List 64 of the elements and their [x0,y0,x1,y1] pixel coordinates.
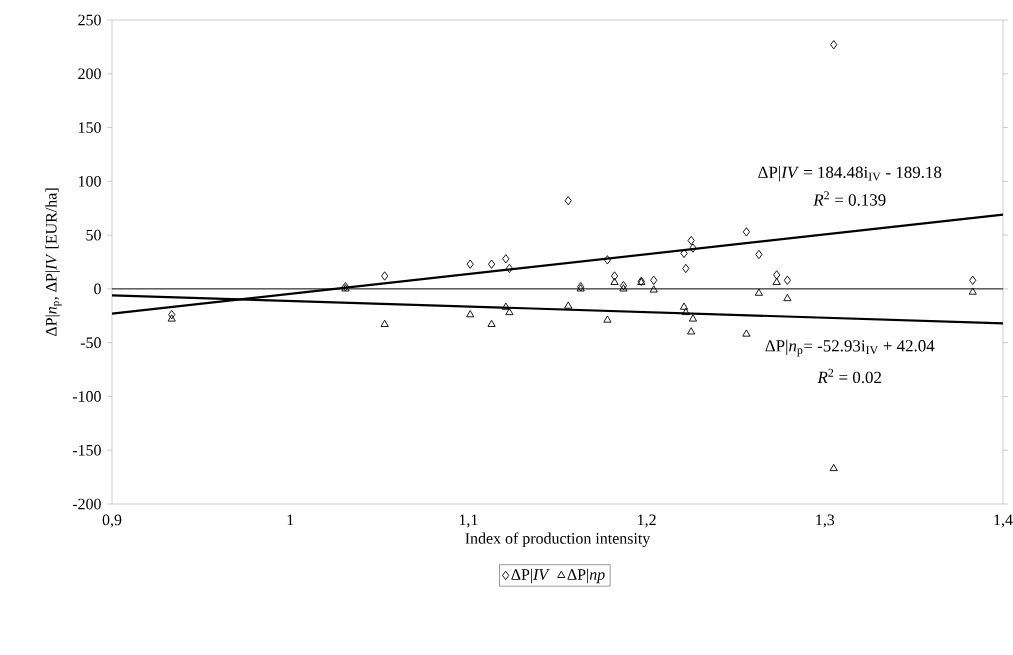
point [679,302,689,310]
point [487,319,496,327]
y-tick-label: 150 [78,122,101,133]
point [502,254,510,264]
point [688,314,698,322]
point [742,227,750,237]
point [603,315,612,323]
point [505,263,513,274]
point [564,196,572,206]
point [505,307,514,316]
y-tick-label: -50 [80,337,101,349]
y-tick-label: 0 [94,283,101,295]
annotation: R$^{2}$ = 0.139 [813,191,886,206]
point [755,249,763,260]
point [772,277,781,285]
point [649,285,658,293]
x-tick-label: 0,9 [102,514,122,528]
point [682,263,690,274]
point [603,255,611,265]
point [167,314,176,322]
y-tick-label: -100 [72,391,101,402]
x-tick-label: 1,3 [816,514,835,528]
point [742,329,751,337]
point [610,277,619,285]
point [466,310,475,318]
point [501,302,510,310]
y-axis-title: ΔP|n$_{p}$, ΔP|IV [EUR/ha] [45,188,62,336]
point [830,40,838,50]
point [968,287,977,295]
point [381,271,389,281]
point [466,259,474,269]
y-tick-label: 250 [78,14,101,26]
point [681,307,690,316]
x-axis-title: Index of production intensity [465,532,651,548]
annotation: ΔP|n$_{p}$= -52.93i$_{IV}$ + 42.04 [765,339,935,357]
legend-label: ΔP|IV [511,568,550,584]
point [619,281,628,291]
legend-label: ΔP|np [567,568,605,584]
point [754,288,763,296]
point [969,275,977,285]
y-tick-label: 100 [78,175,101,187]
point [687,327,696,335]
annotation: ΔP|IV = 184.48i$_{IV}$ - 189.18 [758,166,942,182]
point [687,235,695,246]
x-tick-label: 1,2 [638,514,656,528]
point [829,463,838,472]
point [783,293,792,302]
y-tick-label: 200 [78,68,101,80]
y-tick-label: 50 [86,229,101,241]
point [380,319,389,327]
point [783,275,791,285]
x-tick-label: 1,4 [994,514,1013,528]
point [610,271,619,281]
point [689,243,697,253]
x-tick-label: 1,1 [459,514,478,528]
point [487,259,496,269]
point [168,310,176,320]
point [650,275,658,285]
annotation: R$^{2}$ = 0.02 [817,368,882,384]
y-tick-label: -150 [72,444,101,456]
point [773,270,781,280]
y-tick-label: -200 [72,498,101,510]
x-tick-label: 1 [287,514,294,526]
point [564,301,573,309]
